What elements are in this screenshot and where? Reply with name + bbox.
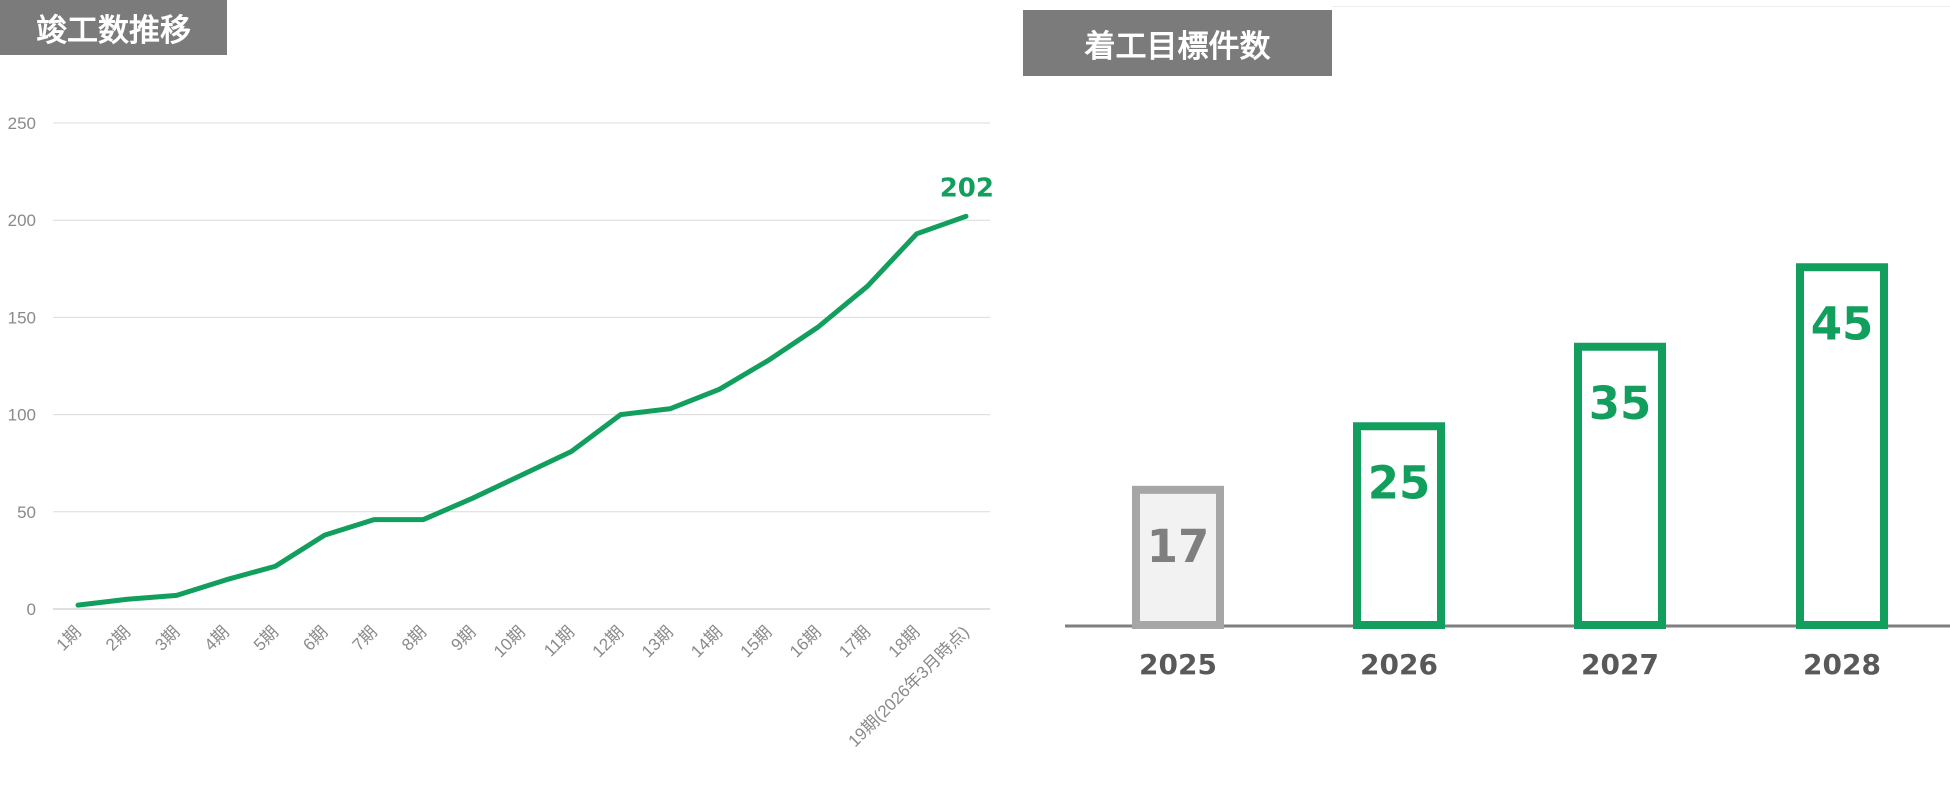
bar-value-label: 17	[1147, 520, 1210, 573]
data-point	[620, 414, 622, 416]
data-point	[422, 519, 424, 521]
x-tick-label: 12期	[589, 622, 628, 661]
data-point	[324, 534, 326, 536]
y-tick-label: 150	[8, 308, 36, 327]
x-tick-label: 9期	[447, 622, 479, 654]
end-value-label: 202	[940, 173, 994, 203]
data-point	[570, 451, 572, 453]
x-tick-label: 6期	[299, 622, 331, 654]
data-point	[817, 326, 819, 328]
data-point	[965, 215, 967, 217]
line-chart-title: 竣工数推移	[0, 0, 227, 55]
bar-value-label: 25	[1368, 456, 1431, 509]
series-line	[75, 213, 969, 608]
x-tick-label: 18期	[885, 622, 924, 661]
data-point	[521, 474, 523, 476]
data-point	[77, 604, 79, 606]
data-point	[768, 359, 770, 361]
bar-2026	[1353, 422, 1445, 629]
data-point	[669, 408, 671, 410]
x-tick-label: 16期	[786, 622, 825, 661]
bar-category-label: 2028	[1803, 648, 1881, 681]
data-point	[472, 497, 474, 499]
data-point	[866, 285, 868, 287]
x-tick-label: 1期	[53, 622, 85, 654]
y-tick-label: 0	[27, 600, 36, 619]
data-point	[916, 233, 918, 235]
x-tick-label: 10期	[490, 622, 529, 661]
x-tick-label: 2期	[102, 622, 134, 654]
x-tick-label: 11期	[540, 622, 578, 660]
data-point	[126, 598, 128, 600]
data-point	[718, 388, 720, 390]
x-tick-label: 14期	[687, 622, 726, 661]
bar-chart-title: 着工目標件数	[1023, 10, 1332, 76]
data-point	[274, 565, 276, 567]
data-point	[373, 519, 375, 521]
bar-2025	[1132, 485, 1224, 629]
y-tick-label: 200	[8, 211, 36, 230]
x-tick-label: 3期	[151, 622, 183, 654]
x-tick-label: 7期	[349, 622, 381, 654]
y-tick-label: 100	[8, 406, 36, 425]
y-tick-label: 250	[8, 114, 36, 133]
bar-value-label: 35	[1589, 377, 1652, 430]
top-divider	[1332, 6, 1950, 7]
x-tick-label: 4期	[201, 622, 233, 654]
data-point	[176, 594, 178, 596]
y-tick-label: 50	[17, 503, 36, 522]
bar-category-label: 2027	[1581, 648, 1659, 681]
data-point	[225, 579, 227, 581]
x-tick-label: 13期	[638, 622, 677, 661]
bar-2027	[1574, 342, 1666, 629]
x-tick-label: 17期	[835, 622, 874, 661]
x-tick-label: 5期	[250, 622, 282, 654]
bar-2028	[1796, 263, 1888, 629]
x-tick-label: 8期	[398, 622, 430, 654]
bar-category-label: 2025	[1139, 648, 1217, 681]
bar-value-label: 45	[1811, 297, 1874, 350]
bar-category-label: 2026	[1360, 648, 1438, 681]
x-tick-label: 15期	[737, 622, 776, 661]
